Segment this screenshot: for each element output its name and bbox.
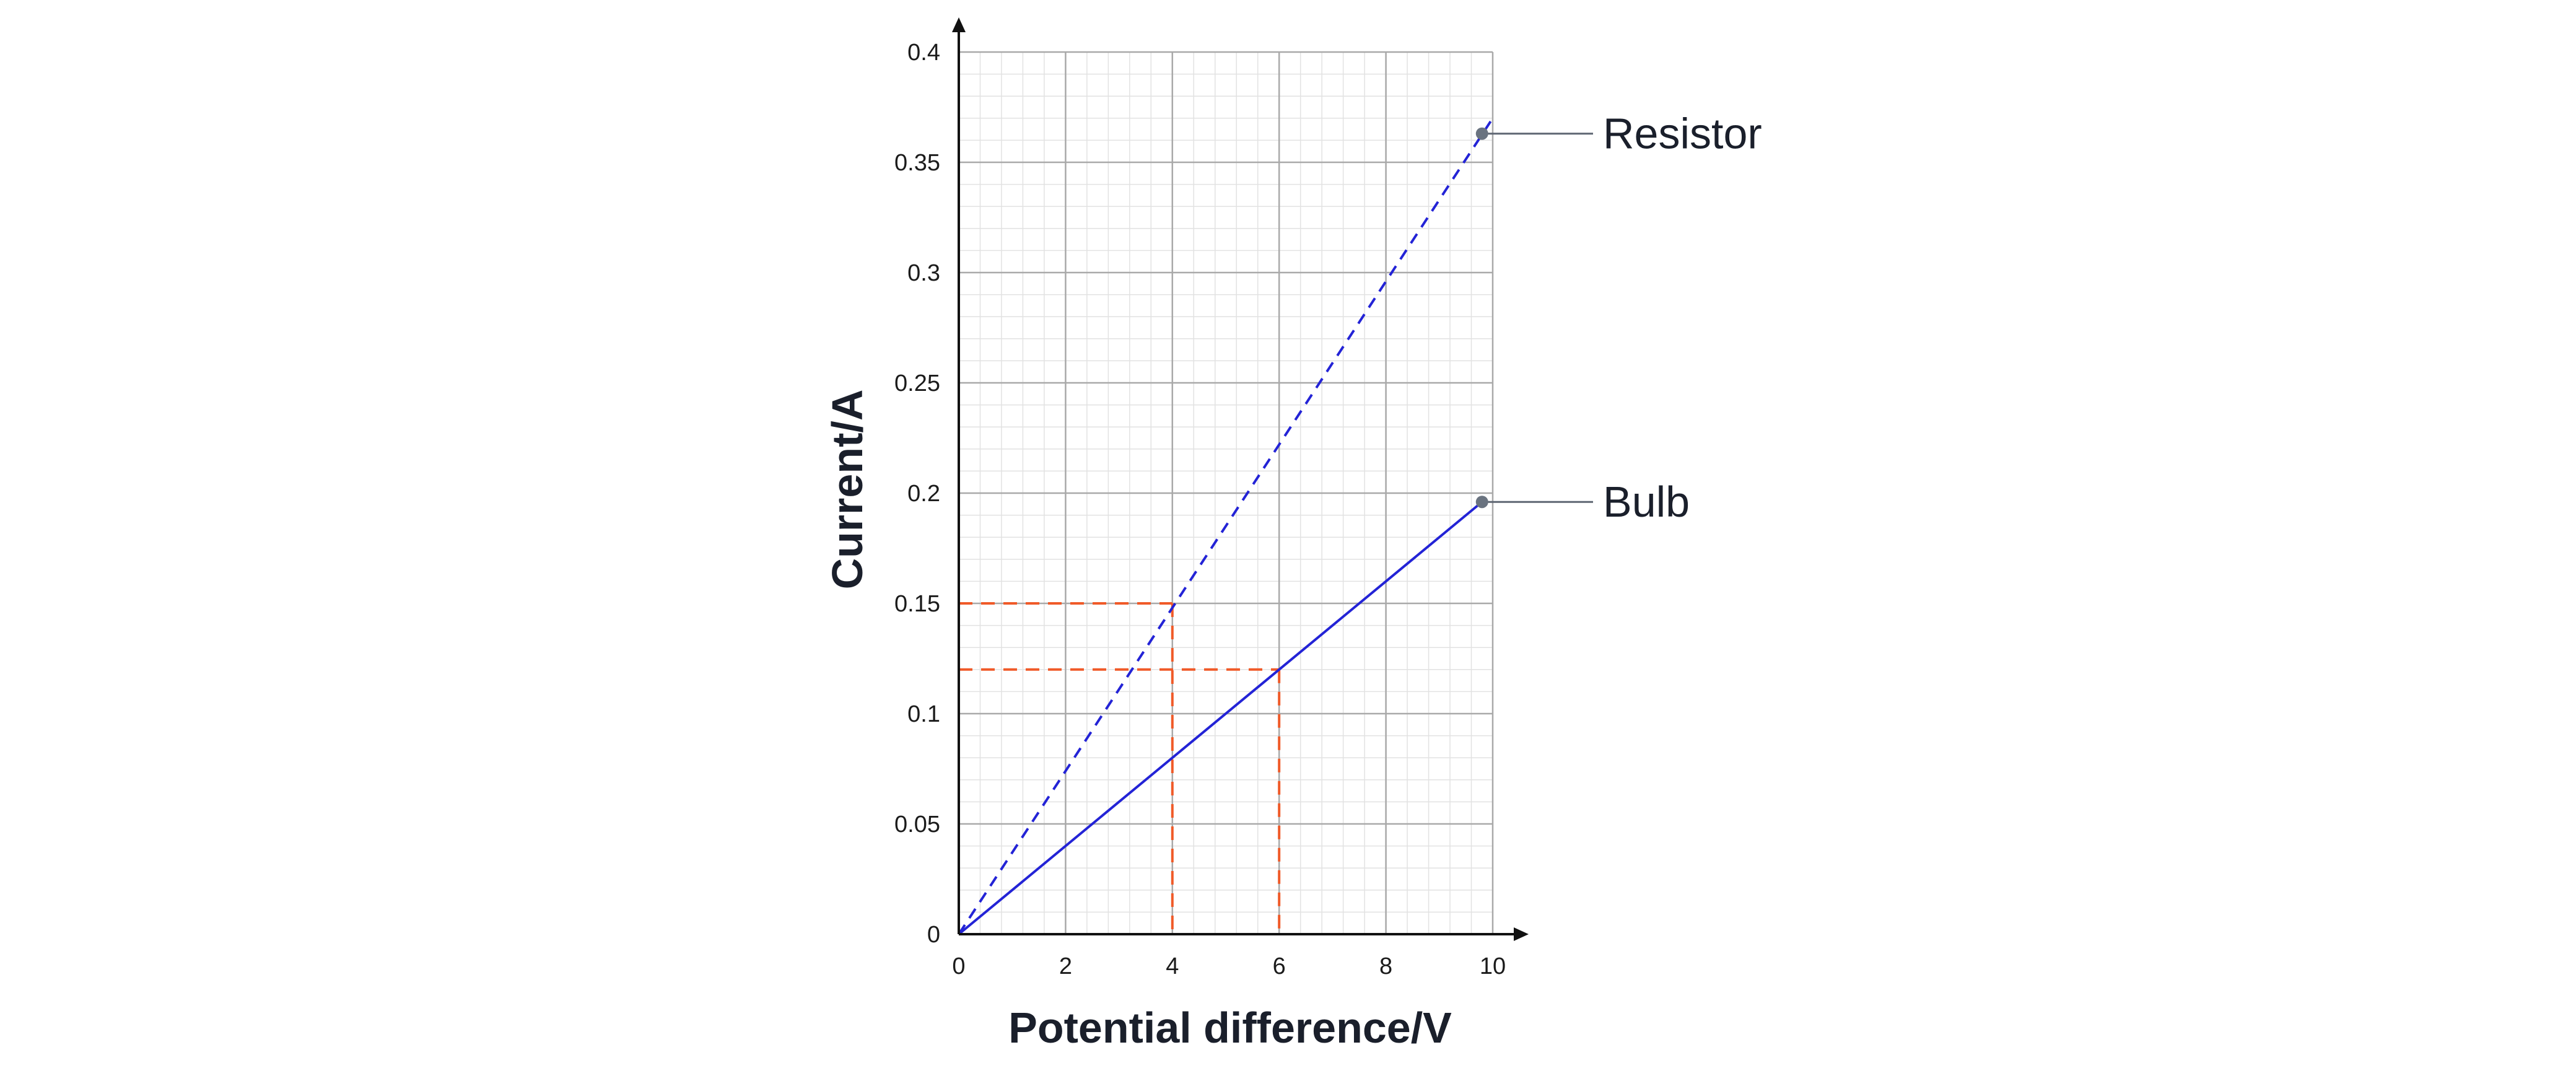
y-tick-label: 0.15 [894,591,940,617]
y-tick-label: 0.05 [894,812,940,838]
series-line-resistor [958,117,1494,935]
series-line-bulb [958,501,1483,935]
y-tick-label: 0.35 [894,150,940,176]
callout-dot-resistor [1475,127,1488,140]
x-tick-label: 10 [1480,953,1506,979]
x-tick-labels: 0 2 4 6 8 10 [952,953,1506,979]
y-tick-labels: 0 0.05 0.1 0.15 0.2 0.25 0.3 0.35 0.4 [894,40,940,948]
x-tick-label: 6 [1273,953,1286,979]
x-tick-label: 8 [1379,953,1392,979]
y-axis-arrow-icon [952,17,966,32]
y-tick-label: 0.1 [907,701,940,727]
x-tick-label: 2 [1059,953,1072,979]
reading-guides [959,602,1281,934]
callout-label-bulb: Bulb [1603,478,1690,526]
y-tick-label: 0.2 [907,481,940,507]
series-lines [958,117,1494,935]
y-tick-label: 0.3 [907,260,940,286]
x-tick-label: 4 [1166,953,1179,979]
y-axis-title: Current/A [823,390,871,590]
x-axis-arrow-icon [1514,927,1529,941]
x-axis-title: Potential difference/V [1008,1004,1452,1052]
y-tick-label: 0.25 [894,370,940,396]
x-tick-label: 0 [952,953,965,979]
y-tick-label: 0.4 [907,40,940,66]
axes [952,17,1529,941]
callout-label-resistor: Resistor [1603,110,1762,158]
callout-dot-bulb [1475,496,1488,509]
y-tick-label: 0 [927,922,940,948]
series-callouts: Resistor Bulb [1475,110,1762,526]
